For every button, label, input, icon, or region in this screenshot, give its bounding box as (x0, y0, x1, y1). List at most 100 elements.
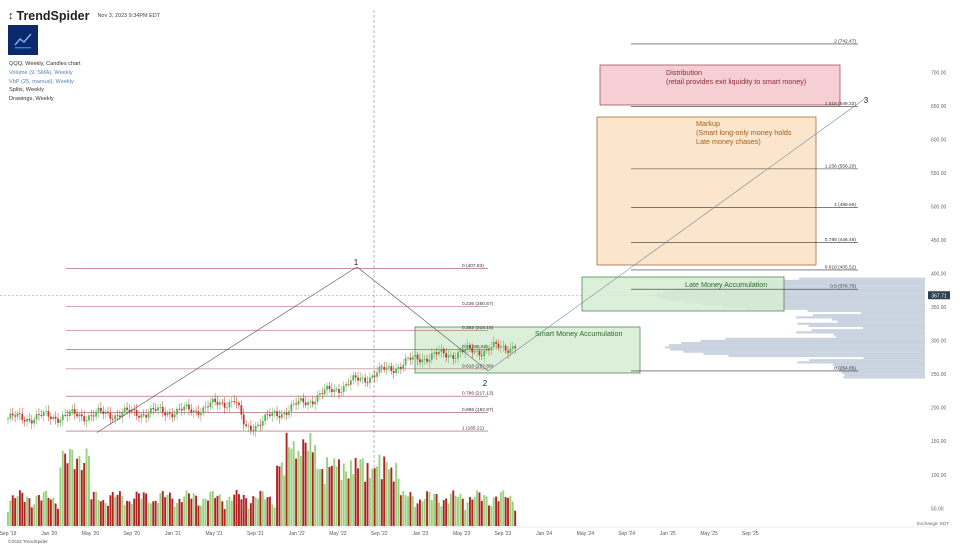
vbp-bar (843, 376, 925, 379)
candle-body (19, 413, 21, 415)
volume-bar (478, 492, 481, 526)
volume-bar (133, 498, 136, 526)
candle-body (461, 350, 464, 353)
candle-body (416, 354, 419, 360)
volume-bar (266, 497, 269, 526)
volume-bar (295, 458, 298, 526)
volume-bar (142, 492, 145, 526)
candle-body (221, 402, 224, 404)
volume-bar (388, 469, 390, 526)
vbp-bar (809, 359, 925, 362)
volume-bar (378, 454, 381, 526)
volume-bar (66, 463, 69, 526)
vbp-bar (812, 314, 925, 317)
volume-bar (23, 501, 26, 526)
volume-bar (399, 495, 402, 526)
candle-body (69, 411, 71, 416)
volume-bar (21, 492, 24, 526)
fib-left-label: 1 (165.21) (462, 426, 484, 432)
volume-bar (171, 498, 174, 526)
legend-vbp[interactable]: VbP (25, manual), Weekly (9, 78, 74, 85)
time-axis-label: Jan '20 (41, 531, 57, 537)
candle-body (507, 350, 509, 353)
volume-bar (304, 442, 307, 526)
zone-smart-money: Smart Money Accumulation (414, 326, 641, 374)
volume-bar (223, 509, 226, 526)
fib-right-label: 0.618 (405.52) (825, 264, 857, 270)
volume-bar (242, 494, 245, 526)
zone-distribution-label: (retail provides exit liquidity to smart… (666, 77, 806, 86)
candle-body (328, 385, 331, 390)
volume-bar (97, 500, 100, 526)
legend-drawings[interactable]: Drawings, Weekly (9, 96, 54, 103)
candle-body (478, 350, 481, 356)
volume-bar (376, 466, 379, 526)
candle-body (385, 367, 388, 370)
candle-body (323, 389, 326, 394)
candle-body (311, 401, 314, 405)
vbp-bar (746, 307, 925, 310)
volume-bar (47, 497, 50, 526)
volume-bar (359, 459, 362, 526)
volume-bar (140, 498, 143, 526)
candle-body (290, 404, 293, 412)
legend-symbol[interactable]: QQQ, Weekly, Candles chart (9, 61, 81, 67)
candle-body (164, 412, 167, 416)
candle-body (211, 398, 214, 403)
volume-bar (271, 504, 274, 526)
candle-body (47, 411, 50, 417)
candle-body (452, 355, 455, 359)
price-axis-label: 350.00 (931, 305, 947, 311)
candle-body (428, 359, 431, 362)
exchange-label: Exchange: EDT (917, 521, 950, 526)
time-axis-label: Sep '22 (371, 531, 388, 537)
volume-bar (197, 505, 200, 526)
candle-body (278, 415, 281, 418)
time-axis-label: Sep '25 (742, 531, 759, 537)
candle-body (359, 378, 362, 381)
candle-body (226, 407, 228, 409)
candle-body (285, 413, 288, 416)
trendline-wave-2 (356, 266, 489, 372)
volume-bar (90, 499, 93, 526)
candle-body (45, 411, 47, 412)
volume-bar (440, 506, 443, 526)
candle-body (192, 410, 195, 413)
candle-body (76, 413, 78, 417)
candle-body (216, 402, 219, 405)
candle-body (7, 418, 9, 420)
time-axis-label: Jan '25 (660, 531, 676, 537)
volume-bar (33, 504, 36, 526)
candle-body (147, 413, 150, 418)
candle-body (142, 414, 145, 416)
volume-bar (92, 491, 95, 526)
volume-bar (235, 490, 238, 526)
volume-bar (342, 463, 345, 526)
vbp-bar (656, 292, 925, 295)
volume-bar (297, 451, 300, 526)
candle-body (383, 367, 386, 370)
candle-body (442, 348, 445, 354)
zone-markup-label: Late money chases) (696, 137, 761, 146)
volume-bar (121, 496, 124, 526)
volume-bar (435, 494, 438, 526)
volume-bar (30, 507, 33, 526)
candle-body (483, 350, 486, 357)
volume-bar (445, 498, 448, 526)
volume-bar (230, 500, 233, 526)
candle-body (152, 408, 155, 410)
legend-volume[interactable]: Volume (9, SMA), Weekly (9, 69, 73, 76)
volume-bar (459, 493, 462, 526)
legend-splits[interactable]: Splits, Weekly (9, 87, 45, 94)
volume-bar (311, 452, 314, 526)
fib-left-label: 0.786 (217.13) (462, 391, 494, 397)
candle-body (97, 408, 100, 412)
volume-bar (302, 439, 305, 526)
price-axis-label: 250.00 (931, 372, 947, 378)
volume-bar (430, 500, 433, 526)
time-axis-label: Sep '20 (123, 531, 140, 537)
candle-body (64, 414, 67, 416)
volume-bar (38, 495, 40, 526)
candle-body (166, 412, 169, 416)
